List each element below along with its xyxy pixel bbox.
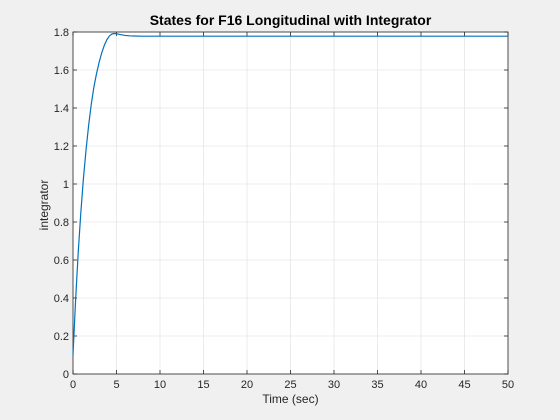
x-tick-label: 5 <box>113 379 119 391</box>
x-tick-label: 40 <box>415 379 427 391</box>
x-tick-label: 15 <box>197 379 209 391</box>
x-tick-label: 25 <box>284 379 296 391</box>
y-tick-label: 1.4 <box>54 103 69 115</box>
y-tick-label: 0.8 <box>54 217 69 229</box>
y-tick-label: 0.6 <box>54 255 69 267</box>
x-axis-label: Time (sec) <box>262 392 319 406</box>
x-tick-label: 30 <box>328 379 340 391</box>
x-tick-label: 50 <box>502 379 514 391</box>
y-tick-label: 1.8 <box>54 27 69 39</box>
y-tick-label: 0.4 <box>54 293 69 305</box>
x-tick-label: 0 <box>70 379 76 391</box>
chart-title: States for F16 Longitudinal with Integra… <box>149 12 432 28</box>
x-tick-label: 45 <box>458 379 470 391</box>
x-tick-label: 35 <box>371 379 383 391</box>
y-tick-label: 0.2 <box>54 331 69 343</box>
x-tick-label: 20 <box>241 379 253 391</box>
series-line <box>72 32 508 356</box>
y-tick-label: 1.2 <box>54 141 69 153</box>
x-tick-label: 10 <box>154 379 166 391</box>
y-tick-label: 1.6 <box>54 65 69 77</box>
y-tick-label: 1 <box>63 179 69 191</box>
y-tick-label: 0 <box>63 369 69 381</box>
